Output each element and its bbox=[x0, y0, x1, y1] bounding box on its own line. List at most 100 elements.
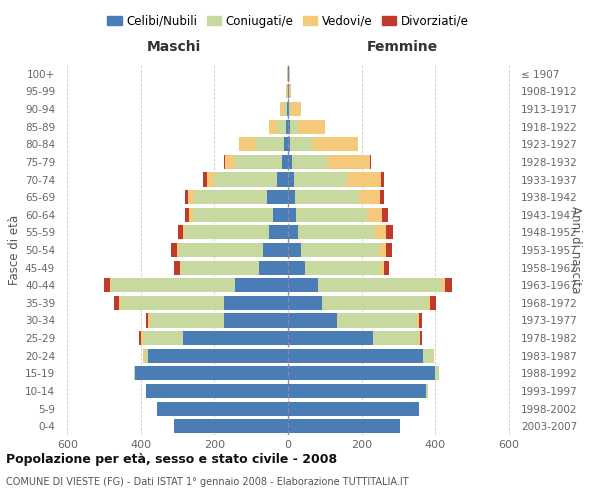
Bar bbox=[283, 155, 288, 169]
Bar bbox=[180, 260, 181, 274]
Bar bbox=[288, 419, 400, 433]
Bar bbox=[289, 67, 290, 81]
Bar bbox=[288, 243, 301, 257]
Bar bbox=[226, 155, 235, 169]
Bar bbox=[305, 260, 380, 274]
Bar bbox=[178, 226, 183, 239]
Bar bbox=[207, 172, 214, 186]
Bar bbox=[288, 260, 305, 274]
Bar bbox=[277, 172, 288, 186]
Bar bbox=[433, 348, 434, 363]
Bar bbox=[178, 243, 179, 257]
Bar bbox=[112, 278, 235, 292]
Bar bbox=[289, 102, 291, 116]
Bar bbox=[136, 366, 288, 380]
Bar bbox=[289, 84, 291, 98]
Bar bbox=[288, 172, 293, 186]
Bar bbox=[313, 137, 358, 152]
Bar bbox=[185, 226, 269, 239]
Bar bbox=[121, 296, 224, 310]
Bar bbox=[419, 314, 422, 328]
Bar bbox=[284, 137, 288, 152]
Bar bbox=[179, 243, 263, 257]
Bar bbox=[288, 278, 318, 292]
Bar bbox=[428, 296, 430, 310]
Bar bbox=[277, 120, 286, 134]
Bar bbox=[110, 278, 112, 292]
Bar bbox=[280, 102, 284, 116]
Bar bbox=[380, 260, 383, 274]
Bar bbox=[286, 84, 287, 98]
Bar bbox=[141, 331, 143, 345]
Text: Popolazione per età, sesso e stato civile - 2008: Popolazione per età, sesso e stato civil… bbox=[6, 452, 337, 466]
Bar bbox=[174, 419, 288, 433]
Bar bbox=[288, 348, 424, 363]
Bar bbox=[288, 314, 337, 328]
Bar bbox=[139, 331, 141, 345]
Bar bbox=[288, 137, 290, 152]
Bar bbox=[263, 243, 288, 257]
Bar bbox=[175, 260, 180, 274]
Bar bbox=[269, 120, 277, 134]
Bar bbox=[255, 137, 284, 152]
Bar bbox=[286, 120, 288, 134]
Bar bbox=[224, 314, 288, 328]
Bar bbox=[134, 366, 136, 380]
Bar bbox=[445, 278, 452, 292]
Bar bbox=[386, 226, 393, 239]
Bar bbox=[148, 348, 288, 363]
Bar bbox=[273, 208, 288, 222]
Bar bbox=[143, 331, 183, 345]
Bar bbox=[347, 172, 380, 186]
Bar bbox=[146, 384, 288, 398]
Bar bbox=[288, 226, 298, 239]
Bar bbox=[224, 155, 226, 169]
Bar bbox=[296, 208, 367, 222]
Bar bbox=[235, 278, 288, 292]
Bar bbox=[386, 243, 392, 257]
Bar bbox=[171, 243, 178, 257]
Bar bbox=[424, 348, 433, 363]
Bar bbox=[185, 208, 190, 222]
Bar bbox=[104, 278, 110, 292]
Bar bbox=[435, 366, 439, 380]
Bar bbox=[430, 296, 436, 310]
Bar bbox=[298, 226, 375, 239]
Bar bbox=[288, 208, 296, 222]
Bar bbox=[370, 155, 371, 169]
Bar bbox=[143, 348, 145, 363]
Bar bbox=[380, 172, 385, 186]
Text: Femmine: Femmine bbox=[367, 40, 437, 54]
Bar bbox=[373, 331, 419, 345]
Bar bbox=[214, 172, 277, 186]
Bar bbox=[203, 172, 207, 186]
Bar bbox=[417, 314, 419, 328]
Bar bbox=[185, 190, 188, 204]
Bar bbox=[359, 190, 380, 204]
Bar bbox=[269, 226, 288, 239]
Bar bbox=[328, 155, 370, 169]
Bar bbox=[183, 331, 288, 345]
Bar bbox=[259, 260, 288, 274]
Bar bbox=[190, 208, 193, 222]
Bar bbox=[224, 296, 288, 310]
Y-axis label: Anni di nascita: Anni di nascita bbox=[569, 206, 582, 294]
Bar bbox=[181, 260, 259, 274]
Bar bbox=[239, 137, 255, 152]
Bar bbox=[288, 120, 290, 134]
Bar bbox=[284, 102, 287, 116]
Bar bbox=[288, 331, 373, 345]
Bar bbox=[293, 172, 347, 186]
Text: Maschi: Maschi bbox=[147, 40, 201, 54]
Bar bbox=[322, 296, 428, 310]
Bar bbox=[419, 331, 421, 345]
Bar bbox=[194, 190, 266, 204]
Bar bbox=[292, 155, 328, 169]
Bar bbox=[290, 137, 313, 152]
Bar bbox=[426, 384, 428, 398]
Bar bbox=[146, 314, 148, 328]
Bar bbox=[421, 331, 422, 345]
Bar bbox=[295, 190, 359, 204]
Bar bbox=[288, 102, 289, 116]
Bar bbox=[382, 208, 388, 222]
